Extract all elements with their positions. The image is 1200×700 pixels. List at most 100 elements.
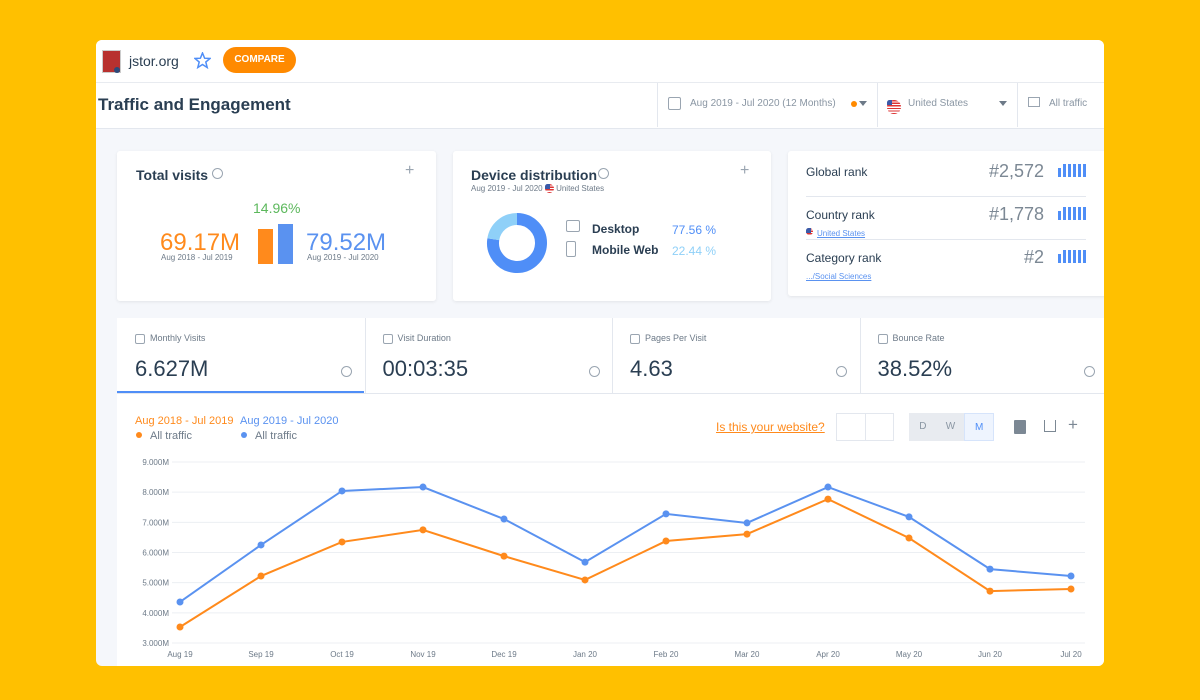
- rank-link: .../Social Sciences: [806, 272, 872, 281]
- granularity-option[interactable]: D: [909, 413, 937, 441]
- favorite-star[interactable]: [194, 52, 211, 69]
- rank-bars: [1058, 250, 1086, 263]
- rank-bar: [1078, 207, 1081, 220]
- rank-bar: [1073, 250, 1076, 263]
- y-tick-label: 4.000M: [142, 609, 169, 618]
- x-tick-label: Mar 20: [735, 650, 760, 659]
- date-range-filter[interactable]: Aug 2019 - Jul 2020 (12 Months): [690, 98, 836, 109]
- download-icon[interactable]: [1044, 420, 1056, 432]
- data-point: [1067, 572, 1075, 580]
- dropdown-arrow: [859, 101, 867, 106]
- rank-sublabel: .../Social Sciences: [806, 266, 871, 284]
- device-icon: [566, 220, 580, 232]
- x-tick-label: Feb 20: [654, 650, 679, 659]
- data-point: [986, 565, 994, 573]
- metric-label: Bounce Rate: [892, 333, 945, 343]
- metric-tabs: Monthly Visits 6.627M Visit Duration 00:03:…: [117, 318, 1104, 393]
- page-title: Traffic and Engagement: [98, 95, 291, 114]
- data-point: [986, 587, 994, 595]
- data-point: [662, 510, 670, 518]
- legend-name: All traffic: [255, 430, 297, 442]
- toolbar-divider: [657, 83, 658, 127]
- metric-divider: [364, 318, 366, 393]
- add-icon[interactable]: +: [740, 162, 750, 179]
- toggle-divider: [865, 413, 866, 441]
- compare-button[interactable]: COMPARE: [223, 47, 296, 73]
- country-filter[interactable]: United States: [908, 98, 969, 109]
- data-point: [905, 534, 913, 542]
- device-name: Desktop: [592, 222, 640, 236]
- rank-bars: [1058, 164, 1086, 177]
- metric-value: 6.627M: [135, 356, 209, 381]
- metric-label: Monthly Visits: [150, 333, 206, 343]
- rank-bar: [1083, 207, 1086, 220]
- device-list: Desktop 77.56 % Mobile Web 22.44 %: [566, 220, 728, 272]
- rank-label: Global rank: [806, 165, 868, 179]
- metric-value: 4.63: [630, 356, 673, 381]
- rank-bar: [1063, 164, 1066, 177]
- y-tick-label: 7.000M: [142, 518, 169, 527]
- data-point: [176, 598, 184, 606]
- active-tab-indicator: [117, 391, 364, 393]
- rank-bar: [1063, 207, 1066, 220]
- device-name: Mobile Web: [592, 243, 659, 257]
- traffic-filter[interactable]: All traffic: [1049, 98, 1088, 109]
- us-flag: [544, 184, 554, 194]
- excel-icon[interactable]: [1014, 420, 1026, 434]
- country-text: United States: [556, 184, 605, 193]
- device-donut: [487, 213, 547, 273]
- series-line: [179, 498, 1072, 628]
- donut-segment: [487, 213, 547, 273]
- legend-name: All traffic: [150, 430, 192, 442]
- y-tick-label: 8.000M: [142, 488, 169, 497]
- data-point: [338, 538, 346, 546]
- change-percent: 14.96%: [253, 200, 301, 216]
- data-point: [338, 487, 346, 495]
- data-point: [257, 541, 265, 549]
- rank-link: United States: [817, 229, 866, 238]
- rank-bar: [1073, 164, 1076, 177]
- us-flag: [806, 228, 813, 236]
- data-point: [176, 623, 184, 631]
- x-tick-label: Apr 20: [816, 650, 840, 659]
- dashboard-panel: jstor.org COMPARE Traffic and Engagement…: [96, 40, 1104, 666]
- add-icon[interactable]: +: [405, 162, 415, 179]
- info-icon: [598, 168, 609, 179]
- website-link[interactable]: Is this your website?: [716, 420, 825, 434]
- rank-bar: [1073, 207, 1076, 220]
- favicon-badge: [114, 67, 120, 73]
- metrics-row: [117, 318, 1104, 394]
- x-tick-label: Oct 19: [330, 650, 354, 659]
- data-point: [905, 513, 913, 521]
- rank-bar: [1078, 250, 1081, 263]
- rank-value: #1,778: [988, 204, 1044, 224]
- dropdown-arrow: [999, 101, 1007, 106]
- period-text: Aug 2019 - Jul 2020: [471, 184, 543, 193]
- rank-label: Country rank: [806, 208, 875, 222]
- rank-value: #2: [1023, 247, 1044, 267]
- visits-bar: [278, 224, 293, 264]
- granularity-option[interactable]: W: [936, 413, 965, 441]
- x-tick-label: Jan 20: [573, 650, 598, 659]
- metric-icon: [382, 334, 393, 344]
- rank-list: Global rank #2,572 Country rank United Stat…: [788, 151, 1104, 296]
- x-tick-label: Jun 20: [978, 650, 1003, 659]
- rank-bar: [1068, 207, 1071, 220]
- current-period: Aug 2019 - Jul 2020: [307, 253, 379, 262]
- x-tick-label: Sep 19: [248, 650, 274, 659]
- legend-period: Aug 2018 - Jul 2019: [135, 415, 233, 427]
- add-icon[interactable]: +: [1068, 415, 1078, 434]
- rank-value: #2,572: [988, 161, 1044, 181]
- device-period: Aug 2019 - Jul 2020 United States: [471, 184, 605, 194]
- previous-period: Aug 2018 - Jul 2019: [161, 253, 233, 262]
- rank-sublabel: United States: [806, 223, 865, 241]
- info-icon: [212, 168, 223, 179]
- granularity-option[interactable]: M: [964, 413, 995, 441]
- rank-bar: [1063, 250, 1066, 263]
- rank-divider: [806, 239, 1086, 240]
- data-point: [743, 530, 751, 538]
- x-tick-label: Nov 19: [410, 650, 436, 659]
- x-tick-label: Jul 20: [1060, 650, 1082, 659]
- rank-bar: [1078, 164, 1081, 177]
- visits-bars: [256, 204, 296, 264]
